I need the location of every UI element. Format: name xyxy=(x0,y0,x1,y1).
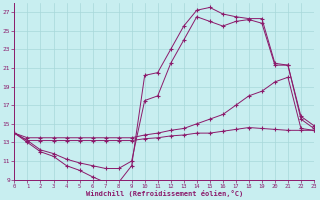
X-axis label: Windchill (Refroidissement éolien,°C): Windchill (Refroidissement éolien,°C) xyxy=(85,190,243,197)
